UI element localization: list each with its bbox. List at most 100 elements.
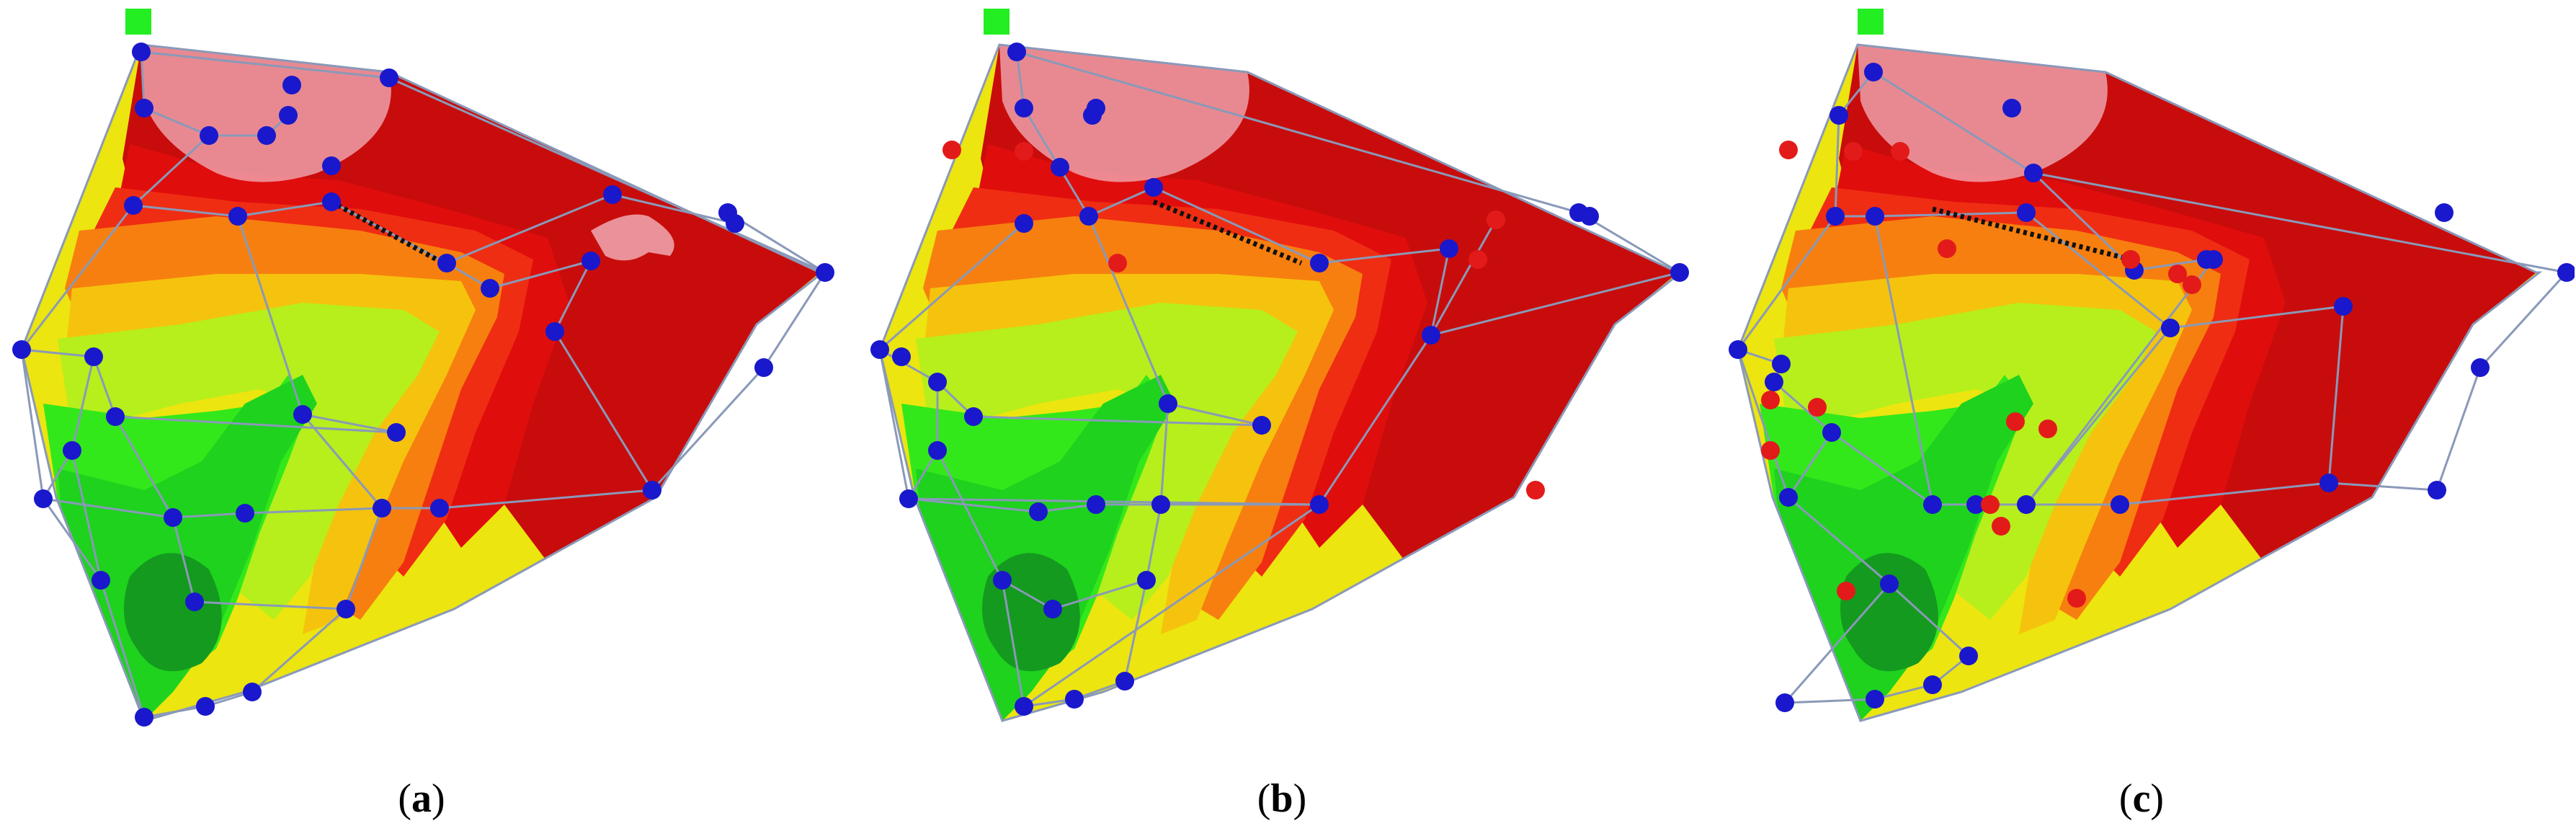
- node-blue-c-8: [1826, 207, 1845, 226]
- edge-a-5: [612, 193, 736, 225]
- edge-a-21: [21, 348, 94, 358]
- edge-a-6: [446, 193, 613, 265]
- node-blue-c-11: [2161, 319, 2180, 337]
- edge-c-2: [2033, 172, 2567, 274]
- edge-b-27: [1145, 504, 1162, 581]
- node-blue-b-31: [1115, 672, 1134, 691]
- edge-c-12: [1834, 115, 1840, 217]
- edge-b-26: [1123, 580, 1148, 682]
- region-light-green-c: [1774, 303, 2156, 620]
- edge-c-20: [1773, 381, 1832, 434]
- node-red-b-1: [1015, 142, 1033, 161]
- node-red-c-1: [1844, 142, 1863, 161]
- node-blue-c-2: [2024, 164, 2043, 182]
- edge-b-8: [1430, 248, 1450, 336]
- node-blue-b-15: [892, 347, 911, 366]
- node-blue-b-23: [1087, 495, 1105, 514]
- pink-overlay-a: [141, 45, 391, 182]
- edge-a-36: [194, 600, 347, 611]
- edge-a-32: [439, 489, 653, 510]
- dotted-route-b: [1152, 199, 1303, 266]
- node-blue-a-8: [124, 196, 143, 215]
- node-blue-a-5: [322, 156, 341, 175]
- node-red-c-8: [1761, 441, 1780, 460]
- edge-b-23: [1023, 503, 1320, 708]
- node-blue-b-11: [1670, 263, 1689, 282]
- edge-a-28: [43, 497, 174, 519]
- pink-overlay-c: [1858, 45, 2108, 182]
- edge-b-3: [1015, 51, 1025, 109]
- node-blue-a-2: [282, 76, 301, 94]
- node-blue-c-0: [1864, 63, 1883, 81]
- node-blue-b-14: [870, 340, 889, 359]
- node-blue-b-20: [928, 441, 947, 460]
- edge-c-4: [2435, 367, 2482, 491]
- edge-c-22: [1788, 496, 1890, 585]
- source-square-c: [1858, 9, 1884, 35]
- node-blue-a-3: [279, 106, 298, 125]
- source-square-b: [984, 9, 1010, 35]
- edge-c-6: [2119, 481, 2330, 506]
- edge-a-29: [172, 512, 246, 519]
- node-blue-c-25: [2319, 474, 2338, 492]
- edge-c-15: [2025, 211, 2171, 329]
- region-yellow-orange-a: [65, 274, 476, 634]
- edge-c-27: [1888, 582, 1970, 657]
- outline-b: [878, 43, 1685, 722]
- edge-a-17: [553, 331, 654, 491]
- node-blue-a-27: [236, 504, 254, 523]
- node-blue-a-12: [481, 279, 499, 298]
- node-blue-a-19: [12, 340, 31, 359]
- edge-b-18: [907, 450, 939, 500]
- edge-c-1: [1873, 71, 2034, 174]
- edge-b-7: [1319, 247, 1450, 265]
- edge-a-23: [115, 415, 397, 434]
- node-red-c-3: [2121, 250, 2140, 269]
- edge-c-3: [2479, 271, 2568, 369]
- node-blue-b-6: [1051, 158, 1069, 177]
- node-red-c-7: [1808, 398, 1827, 417]
- region-yellow-orange-c: [1781, 274, 2192, 634]
- contour-map-c: [1729, 9, 2575, 722]
- edge-c-23: [1783, 583, 1891, 703]
- node-blue-a-7: [135, 99, 153, 117]
- caption-b-open: (: [1257, 776, 1271, 821]
- node-red-c-10: [2038, 420, 2057, 438]
- region-dark-green-c: [1840, 553, 1938, 672]
- node-blue-b-0: [1007, 43, 1026, 61]
- node-blue-c-1: [2002, 99, 2021, 117]
- node-blue-a-29: [430, 499, 449, 518]
- nodes-c: [1729, 63, 2575, 712]
- node-blue-c-24: [1880, 574, 1899, 593]
- node-blue-b-13: [1422, 326, 1440, 345]
- edge-a-1: [140, 51, 146, 109]
- edge-b-16: [1159, 403, 1169, 505]
- node-red-b-5: [1526, 481, 1545, 500]
- node-blue-b-17: [964, 407, 983, 426]
- edge-a-11: [133, 204, 239, 218]
- node-red-b-2: [1108, 254, 1127, 272]
- edge-a-26: [71, 356, 95, 451]
- edges-c: [1737, 71, 2568, 704]
- node-blue-c-28: [1866, 690, 1884, 709]
- edge-b-2: [1430, 271, 1680, 337]
- node-blue-c-14: [2471, 358, 2490, 377]
- caption-b-close: ): [1293, 776, 1307, 821]
- node-blue-b-30: [1065, 690, 1084, 709]
- edge-a-2: [388, 76, 826, 274]
- node-blue-a-34: [754, 358, 773, 377]
- edge-a-15: [489, 259, 592, 290]
- edge-a-24: [302, 413, 397, 434]
- node-blue-b-27: [1043, 600, 1062, 618]
- node-blue-a-11: [437, 254, 456, 272]
- node-red-c-5: [2183, 275, 2201, 294]
- node-blue-c-4: [2557, 263, 2575, 282]
- edge-a-16: [553, 260, 592, 332]
- edge-a-33: [301, 414, 383, 509]
- edge-a-42: [251, 608, 347, 693]
- edge-b-15: [1167, 402, 1262, 427]
- panel-a: (a): [0, 0, 858, 839]
- edge-a-22: [92, 356, 117, 417]
- region-yellow-orange-b: [923, 274, 1334, 634]
- node-blue-b-7: [1144, 178, 1163, 197]
